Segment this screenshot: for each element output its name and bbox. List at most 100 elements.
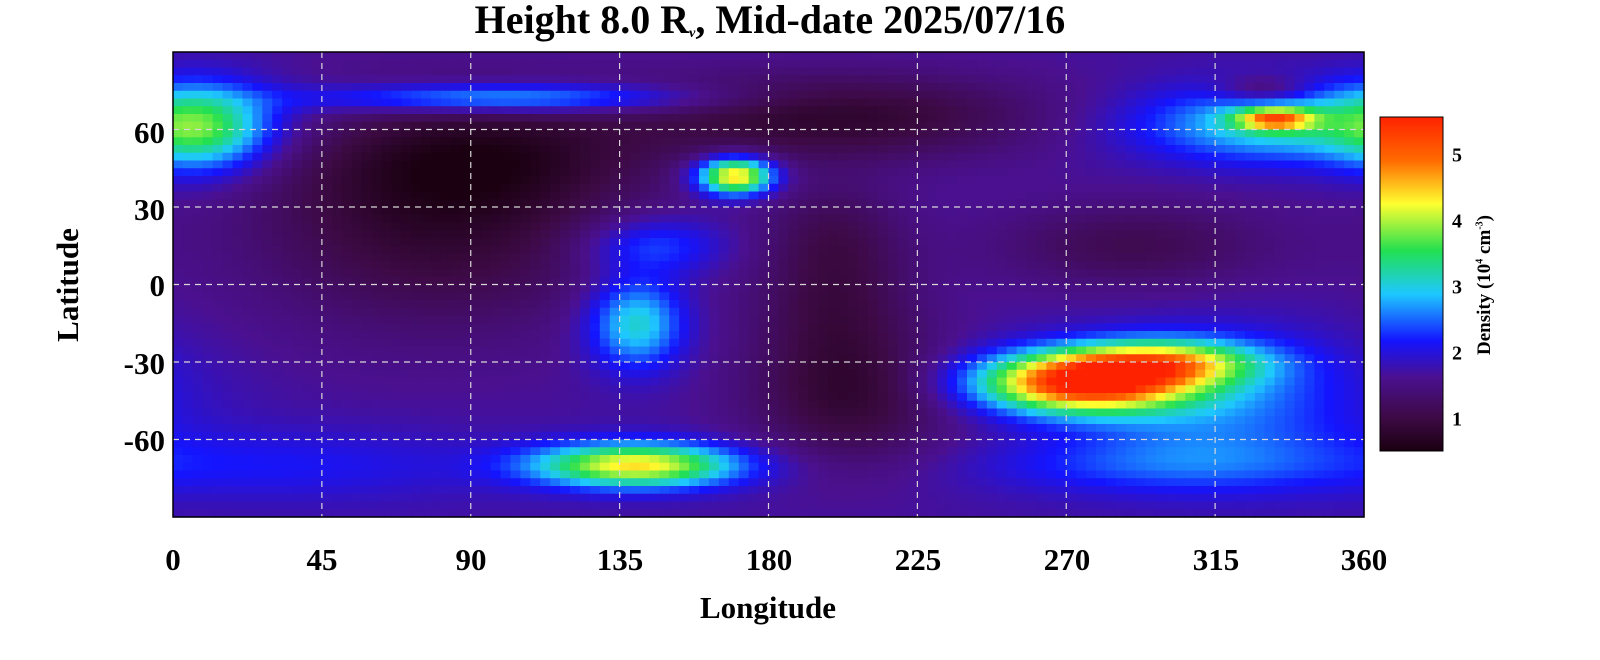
heatmap-cell [331,199,343,208]
heatmap-cell [579,176,591,185]
heatmap-cell [560,52,571,61]
heatmap-cell [609,261,621,270]
heatmap-cell [1145,307,1157,317]
heatmap-cell [411,222,422,231]
heatmap-cell [1334,261,1345,270]
heatmap-cell [480,307,492,317]
heatmap-cell [738,338,750,348]
heatmap-cell [480,75,492,84]
heatmap-cell [609,52,621,61]
heatmap-cell [778,145,789,154]
heatmap-cell [570,292,581,301]
heatmap-cell [321,67,333,76]
heatmap-cell [1006,253,1018,262]
heatmap-cell [232,145,244,154]
heatmap-cell [500,230,512,239]
heatmap-cell [1115,168,1127,177]
heatmap-cell [718,346,730,355]
heatmap-cell [1076,315,1087,324]
heatmap-cell [401,269,412,278]
heatmap-cell [311,98,323,107]
heatmap-cell [1344,145,1355,154]
heatmap-cell [391,75,402,84]
heatmap-cell [1006,245,1018,255]
heatmap-cell [996,238,1008,247]
heatmap-cell [1056,183,1067,193]
heatmap-cell [1076,129,1087,138]
heatmap-cell [440,292,452,301]
heatmap-cell [431,67,442,76]
heatmap-cell [391,214,402,224]
heatmap-cell [242,160,254,169]
heatmap-cell [1145,338,1157,348]
heatmap-cell [182,253,194,262]
heatmap-cell [302,98,313,107]
heatmap-cell [431,207,442,216]
heatmap-cell [996,67,1008,76]
heatmap-cell [460,253,472,262]
heatmap-cell [411,129,422,138]
heatmap-cell [450,176,462,185]
heatmap-cell [1344,59,1355,69]
heatmap-cell [669,362,680,371]
heatmap-cell [411,245,422,255]
heatmap-cell [599,369,611,379]
heatmap-cell [1175,114,1186,123]
heatmap-cell [1165,300,1177,309]
heatmap-cell [579,369,591,379]
heatmap-cell [996,214,1008,224]
heatmap-cell [679,137,690,146]
heatmap-cell [1344,106,1355,115]
heatmap-cell [579,307,591,317]
heatmap-cell [1334,323,1345,332]
heatmap-cell [282,315,293,324]
heatmap-cell [837,199,849,208]
heatmap-cell [1076,222,1087,231]
heatmap-cell [361,222,373,231]
heatmap-cell [689,75,700,84]
heatmap-cell [1046,90,1057,100]
heatmap-cell [828,315,839,324]
heatmap-cell [331,354,343,363]
heatmap-cell [341,75,353,84]
heatmap-cell [1225,106,1236,115]
heatmap-cell [1344,269,1355,278]
heatmap-cell [192,152,204,162]
heatmap-cell [877,67,889,76]
heatmap-cell [1234,222,1246,231]
heatmap-cell [728,315,740,324]
heatmap-cell [808,98,819,107]
heatmap-cell [828,300,839,309]
heatmap-cell [202,106,214,115]
heatmap-cell [1294,168,1306,177]
heatmap-cell [1264,331,1276,340]
heatmap-cell [222,59,234,69]
heatmap-cell [828,152,839,162]
heatmap-cell [311,83,323,92]
heatmap-cell [996,168,1008,177]
heatmap-cell [460,199,472,208]
heatmap-cell [857,152,869,162]
heatmap-cell [748,176,760,185]
heatmap-cell [1056,129,1067,138]
heatmap-cell [867,284,879,293]
heatmap-cell [311,168,323,177]
heatmap-cell [1264,238,1276,247]
heatmap-cell [520,331,531,340]
heatmap-cell [778,230,789,239]
heatmap-cell [331,238,343,247]
heatmap-cell [341,354,353,363]
heatmap-cell [560,346,571,355]
heatmap-cell [639,176,651,185]
heatmap-cell [818,59,829,69]
heatmap-cell [1096,323,1107,332]
heatmap-cell [391,300,402,309]
heatmap-cell [629,222,641,231]
heatmap-cell [1264,145,1276,154]
heatmap-cell [1115,269,1127,278]
heatmap-cell [1334,222,1345,231]
heatmap-cell [510,362,521,371]
heatmap-cell [431,83,442,92]
heatmap-cell [292,191,303,200]
heatmap-cell [659,98,670,107]
